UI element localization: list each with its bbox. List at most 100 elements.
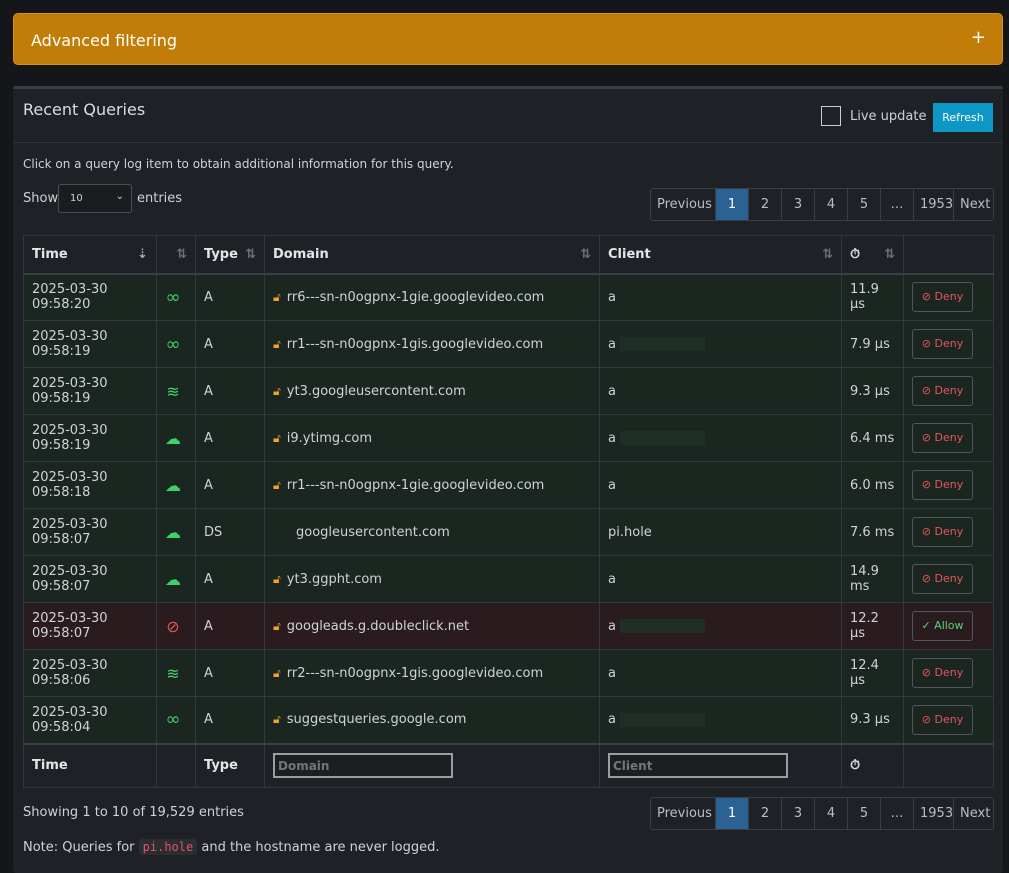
action-cell: ⊘ Deny — [903, 696, 994, 744]
reply-time-cell: 7.9 µs — [841, 320, 904, 368]
page-button-1953[interactable]: 1953 — [913, 189, 953, 220]
page-button-4[interactable]: 4 — [814, 189, 847, 220]
status-cell: ∞ — [156, 320, 196, 368]
action-cell: ⊘ Deny — [903, 414, 994, 462]
page-button-3[interactable]: 3 — [781, 189, 814, 220]
ban-icon: ⊘ — [921, 666, 931, 679]
deny-button[interactable]: ⊘ Deny — [912, 423, 973, 453]
client-cell: a — [599, 649, 842, 697]
entries-label: entries — [137, 191, 183, 206]
col-action-header — [903, 235, 994, 275]
footer-status — [156, 742, 196, 788]
table-row[interactable]: 2025-03-30 09:58:07 ☁ DS googleusercontent.… — [23, 508, 994, 556]
advanced-filtering-title: Advanced filtering — [31, 31, 178, 50]
deny-button[interactable]: ⊘ Deny — [912, 329, 973, 359]
table-row[interactable]: 2025-03-30 09:58:18 ☁ A 🔓︎ rr1---sn-n0ogpnx-… — [23, 461, 994, 509]
client-filter-input[interactable] — [608, 753, 788, 779]
ban-icon: ⊘ — [921, 572, 931, 585]
redacted-block — [619, 337, 705, 351]
page-button-ellipsis[interactable]: … — [880, 189, 913, 220]
page-button-2[interactable]: 2 — [748, 798, 781, 829]
footer-reply: ⏱ — [841, 742, 904, 788]
footer-type: Type — [195, 742, 265, 788]
live-update-label[interactable]: Live update — [850, 109, 927, 124]
infinity-icon: ∞ — [165, 286, 181, 308]
previous-page-button[interactable]: Previous — [657, 197, 712, 212]
page-button-5[interactable]: 5 — [847, 798, 880, 829]
footer-client-cell — [599, 742, 842, 788]
page-button-1[interactable]: 1 — [715, 189, 748, 220]
expand-plus-icon[interactable]: + — [970, 27, 986, 48]
domain-filter-input[interactable] — [273, 753, 453, 779]
action-cell: ⊘ Deny — [903, 508, 994, 556]
previous-page-button[interactable]: Previous — [657, 806, 712, 821]
note-prefix: Note: Queries for — [23, 840, 135, 855]
col-time-label: Time — [32, 246, 68, 262]
col-domain-header[interactable]: Domain ⇅ — [264, 235, 600, 275]
unlocked-icon: 🔓︎ — [273, 712, 281, 727]
page-button-5[interactable]: 5 — [847, 189, 880, 220]
col-type-header[interactable]: Type ⇅ — [195, 235, 265, 275]
col-time-header[interactable]: Time ⇣ — [23, 235, 157, 275]
type-cell: A — [195, 555, 265, 603]
page-button-3[interactable]: 3 — [781, 798, 814, 829]
client-text: pi.hole — [608, 524, 652, 540]
client-cell: a — [599, 602, 842, 650]
domain-text: yt3.googleusercontent.com — [286, 383, 466, 399]
deny-button[interactable]: ⊘ Deny — [912, 564, 973, 594]
advanced-filtering-bar[interactable]: Advanced filtering + — [13, 13, 1003, 65]
ban-icon: ⊘ — [921, 290, 931, 304]
action-label: Deny — [934, 384, 964, 397]
type-cell: A — [195, 320, 265, 368]
table-row[interactable]: 2025-03-30 09:58:19 ∞ A 🔓︎ rr1---sn-n0ogpnx-… — [23, 320, 994, 368]
table-row[interactable]: 2025-03-30 09:58:20 ∞ A 🔓︎ rr6---sn-n0ogpnx-… — [23, 273, 994, 321]
pagination-top: Previous 1 2 3 4 5… 1953 Next — [650, 188, 994, 221]
client-cell: a — [599, 320, 842, 368]
table-row[interactable]: 2025-03-30 09:58:19 ☁ A 🔓︎ i9.ytimg.com a 6.4 … — [23, 414, 994, 462]
client-text: a — [608, 477, 616, 493]
deny-button[interactable]: ⊘ Deny — [912, 517, 973, 547]
reply-time-cell: 12.2 µs — [841, 602, 904, 650]
pagination-bottom: Previous 1 2 3 4 5… 1953 Next — [650, 797, 994, 830]
domain-cell: 🔓︎ rr1---sn-n0ogpnx-1gie.googlevideo.com — [264, 461, 600, 509]
sort-icon: ⇅ — [580, 247, 591, 262]
table-row[interactable]: 2025-03-30 09:58:04 ∞ A 🔓︎ suggestqueries.go… — [23, 696, 994, 744]
col-client-label: Client — [608, 246, 651, 262]
page-button-1[interactable]: 1 — [715, 798, 748, 829]
table-row[interactable]: 2025-03-30 09:58:19 ≋ A 🔓︎ yt3.googleusercon… — [23, 367, 994, 415]
client-text: a — [608, 336, 616, 352]
footer-action — [903, 742, 994, 788]
page-button-1953[interactable]: 1953 — [913, 798, 953, 829]
entries-select[interactable]: 10 ⌄ — [58, 184, 132, 213]
col-client-header[interactable]: Client ⇅ — [599, 235, 842, 275]
allow-button[interactable]: ✓ Allow — [912, 611, 973, 641]
col-status-header[interactable]: ⇅ — [156, 235, 196, 275]
client-cell: a — [599, 555, 842, 603]
domain-text: rr1---sn-n0ogpnx-1gis.googlevideo.com — [286, 336, 544, 352]
refresh-button[interactable]: Refresh — [933, 103, 993, 132]
live-update-checkbox[interactable] — [821, 106, 841, 126]
deny-button[interactable]: ⊘ Deny — [912, 282, 973, 313]
table-row[interactable]: 2025-03-30 09:58:07 ⊘ A 🔓︎ googleads.g.doubl… — [23, 602, 994, 650]
next-page-button[interactable]: Next — [953, 798, 993, 829]
next-page-button[interactable]: Next — [953, 189, 993, 220]
page-button-ellipsis[interactable]: … — [880, 798, 913, 829]
sort-icon: ⇅ — [176, 247, 187, 262]
deny-button[interactable]: ⊘ Deny — [912, 376, 973, 406]
col-reply-header[interactable]: ⏱ ⇅ — [841, 235, 904, 275]
reply-time-cell: 14.9 ms — [841, 555, 904, 603]
table-row[interactable]: 2025-03-30 09:58:06 ≋ A 🔓︎ rr2---sn-n0ogpnx-… — [23, 649, 994, 697]
deny-button[interactable]: ⊘ Deny — [912, 658, 973, 688]
deny-button[interactable]: ⊘ Deny — [912, 470, 973, 500]
hint-text: Click on a query log item to obtain addi… — [23, 157, 454, 171]
client-cell: a — [599, 461, 842, 509]
action-label: Deny — [934, 666, 964, 679]
page-button-2[interactable]: 2 — [748, 189, 781, 220]
deny-button[interactable]: ⊘ Deny — [912, 704, 973, 735]
ban-icon: ⊘ — [921, 712, 931, 726]
table-row[interactable]: 2025-03-30 09:58:07 ☁ A 🔓︎ yt3.ggpht.com a 14.… — [23, 555, 994, 603]
ban-icon: ⊘ — [921, 384, 931, 397]
action-cell: ✓ Allow — [903, 602, 994, 650]
page-button-4[interactable]: 4 — [814, 798, 847, 829]
action-label: Deny — [934, 712, 964, 726]
